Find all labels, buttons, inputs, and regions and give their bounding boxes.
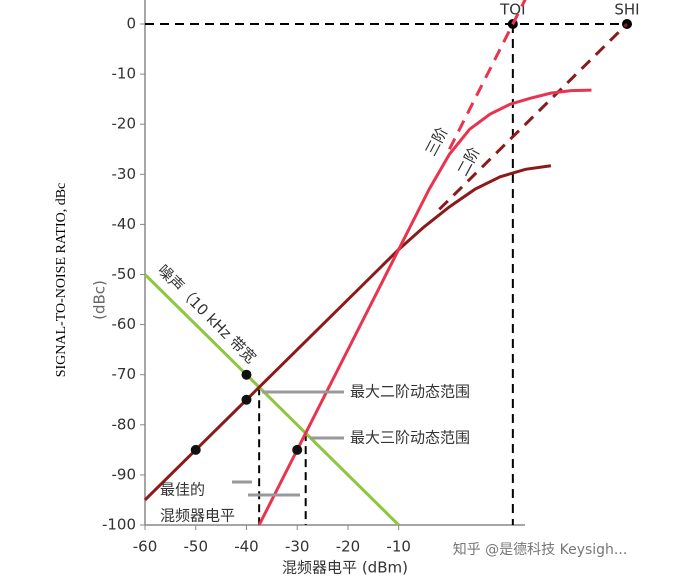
series-label: 三阶 (422, 124, 452, 159)
data-point (241, 369, 252, 380)
y-tick-label: -40 (112, 215, 137, 233)
x-tick-label: -50 (183, 538, 208, 556)
y-axis-label: SIGNAL-TO-NOISE RATIO, dBc (54, 183, 69, 378)
y-tick-label: 0 (126, 15, 136, 33)
intercept-label: TOI (499, 1, 525, 19)
y-tick-label: -90 (112, 465, 137, 483)
annotation: 最大三阶动态范围 (350, 429, 470, 447)
annotation: 最佳的 (160, 481, 205, 499)
y-tick-label: -30 (112, 165, 137, 183)
intercept-label: SHI (614, 1, 639, 19)
x-axis-label: 混频器电平 (dBm) (282, 559, 408, 577)
x-tick-label: -30 (285, 538, 310, 556)
series-line (438, 22, 629, 211)
x-tick-label: -10 (386, 538, 411, 556)
series-label: 噪声（10 kHz 带宽 (154, 261, 260, 367)
y-tick-label: -50 (112, 265, 137, 283)
y-tick-label: -60 (112, 315, 137, 333)
series-line (448, 0, 527, 150)
watermark: 知乎 @是德科技 Keysigh... (453, 541, 628, 558)
x-tick-label: -60 (133, 538, 158, 556)
y-tick-label: -80 (112, 415, 137, 433)
y-tick-label: -20 (112, 115, 137, 133)
series-label: 二阶 (454, 144, 484, 179)
data-point (292, 444, 303, 455)
series-line (143, 273, 400, 527)
x-tick-label: -20 (336, 538, 361, 556)
series-line (143, 164, 552, 502)
data-point (190, 444, 201, 455)
x-tick-label: -40 (234, 538, 259, 556)
annotation: 混频器电平 (160, 507, 235, 525)
y-tick-label: -100 (102, 516, 136, 534)
y-unit: (dBc) (91, 280, 109, 320)
y-tick-label: -10 (112, 65, 137, 83)
data-point (241, 394, 252, 405)
annotation: 最大二阶动态范围 (350, 383, 470, 401)
series-line (257, 88, 592, 526)
y-tick-label: -70 (112, 365, 137, 383)
